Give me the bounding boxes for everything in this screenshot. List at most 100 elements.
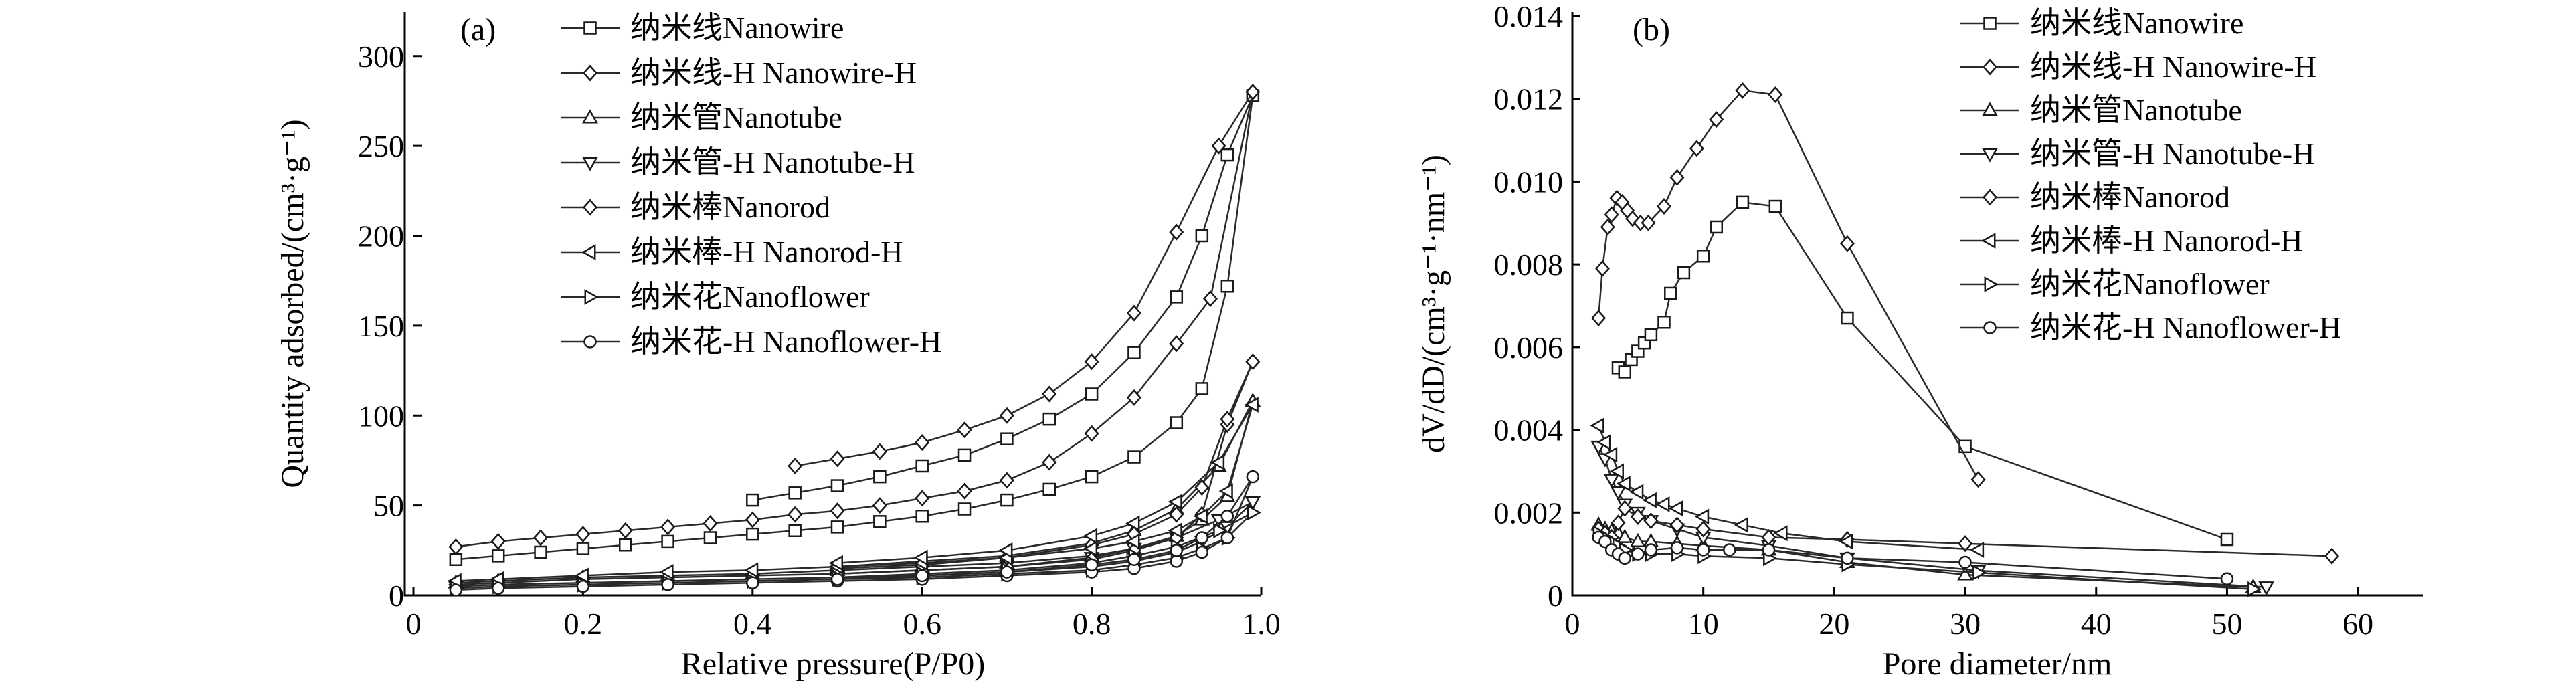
data-point [1629,532,1646,548]
x-tick-label: 40 [2081,607,2112,641]
data-point [1193,508,1208,524]
data-point [1220,531,1234,544]
data-point [830,520,844,534]
data-point [1126,304,1141,322]
panel-a-legend: 纳米线Nanowire 纳米线-H Nanowire-H 纳米管Nanotube 纳米… [561,11,941,359]
legend-label: 纳米管-H Nanotube-H [2030,136,2314,171]
data-point [1220,411,1235,428]
data-point [1839,533,1853,550]
data-point [1972,565,1987,581]
data-point [1677,266,1691,280]
data-point [1957,566,1973,581]
data-point [1245,83,1261,101]
legend-label: 纳米棒Nanorod [630,190,830,224]
legend-marker [583,21,597,35]
data-point [1710,220,1724,234]
data-point [1590,417,1604,434]
data-point [1642,492,1657,508]
series-line [1598,536,2227,580]
data-point [1643,512,1659,530]
series-line [456,95,1254,561]
data-point [873,515,887,528]
legend-entry: 纳米线Nanowire [1960,6,2243,40]
data-point [1735,82,1750,99]
legend-label: 纳米花Nanoflower [2030,267,2270,301]
data-point [1125,515,1140,532]
data-point [1696,250,1710,263]
data-point [576,542,590,555]
data-point [448,538,464,555]
data-point [1218,483,1233,500]
data-point [1603,474,1620,488]
data-point [1617,528,1633,543]
data-point [1042,482,1056,496]
data-point [1602,446,1618,463]
data-point [661,578,674,591]
data-point [1170,555,1184,568]
data-point [1126,389,1141,406]
data-point [1220,510,1234,523]
data-point [1195,229,1209,243]
y-tick-label: 250 [358,129,404,163]
data-point [1609,463,1624,480]
series-line [456,361,1254,586]
data-point [1083,540,1098,557]
data-point [1644,328,1658,342]
panel-a-ticks: 0 0.2 0.4 0.6 0.8 1.0 0 50 100 150 200 250 300 [358,39,1281,641]
data-point [1170,416,1184,429]
x-tick-label: 0.4 [733,607,772,641]
x-tick-label: 0.8 [1073,607,1111,641]
data-point [957,502,972,516]
series-6 [1590,417,1985,558]
legend-marker [582,199,598,216]
data-point [703,531,717,544]
legend-marker [1982,102,1998,116]
data-point [873,470,887,484]
y-tick-label: 0.006 [1494,330,1564,365]
series-1 [449,89,1260,566]
data-point [1598,534,1612,549]
y-tick-label: 50 [373,489,404,523]
legend-entry: 纳米花-H Nanoflower-H [561,324,941,359]
series-1 [1611,195,2234,547]
data-point [1195,531,1209,544]
data-point [1210,454,1225,471]
legend-label: 纳米线Nanowire [2030,6,2243,40]
data-point [1655,496,1670,512]
legend-entry: 纳米管Nanotube [1960,93,2242,127]
data-point [1644,543,1658,557]
data-point [533,529,549,547]
series-line [456,476,1254,591]
legend-entry: 纳米线-H Nanowire-H [1960,49,2316,84]
data-point [1709,111,1724,128]
legend-marker [582,157,598,171]
y-tick-label: 0.008 [1494,247,1564,282]
legend-label: 纳米棒-H Nanorod-H [2030,223,2303,258]
data-point [1762,543,1776,557]
legend-label: 纳米线-H Nanowire-H [2030,49,2316,84]
data-point [1168,494,1182,510]
data-point [1085,470,1099,484]
data-point [746,493,759,507]
y-tick-label: 150 [358,309,404,343]
legend-entry: 纳米棒-H Nanorod-H [1960,223,2303,258]
data-point [1244,397,1259,413]
y-tick-label: 0 [1548,579,1563,613]
data-point [1127,346,1141,359]
panel-b-ticks: 0 10 20 30 40 50 60 0 0.002 0.004 0.006 0.008 0.010 0… [1494,0,2374,641]
data-point [915,510,929,523]
x-tick-label: 10 [1688,607,1719,641]
data-point [913,549,928,566]
y-tick-label: 0.002 [1494,496,1564,530]
data-point [1600,218,1615,235]
legend-entry: 纳米管-H Nanotube-H [1960,136,2314,171]
data-point [1669,169,1685,186]
panel-b-legend: 纳米线Nanowire 纳米线-H Nanowire-H 纳米管Nanotube 纳米… [1960,6,2341,344]
data-point [1631,547,1645,561]
series-6 [447,397,1259,589]
legend-entry: 纳米管Nanotube [561,100,842,134]
data-point [1000,432,1014,445]
data-point [575,526,591,543]
legend-label: 纳米棒-H Nanorod-H [630,235,903,269]
panel-a: 0 0.2 0.4 0.6 0.8 1.0 0 50 100 150 200 250 300 (a) R… [275,11,1281,682]
